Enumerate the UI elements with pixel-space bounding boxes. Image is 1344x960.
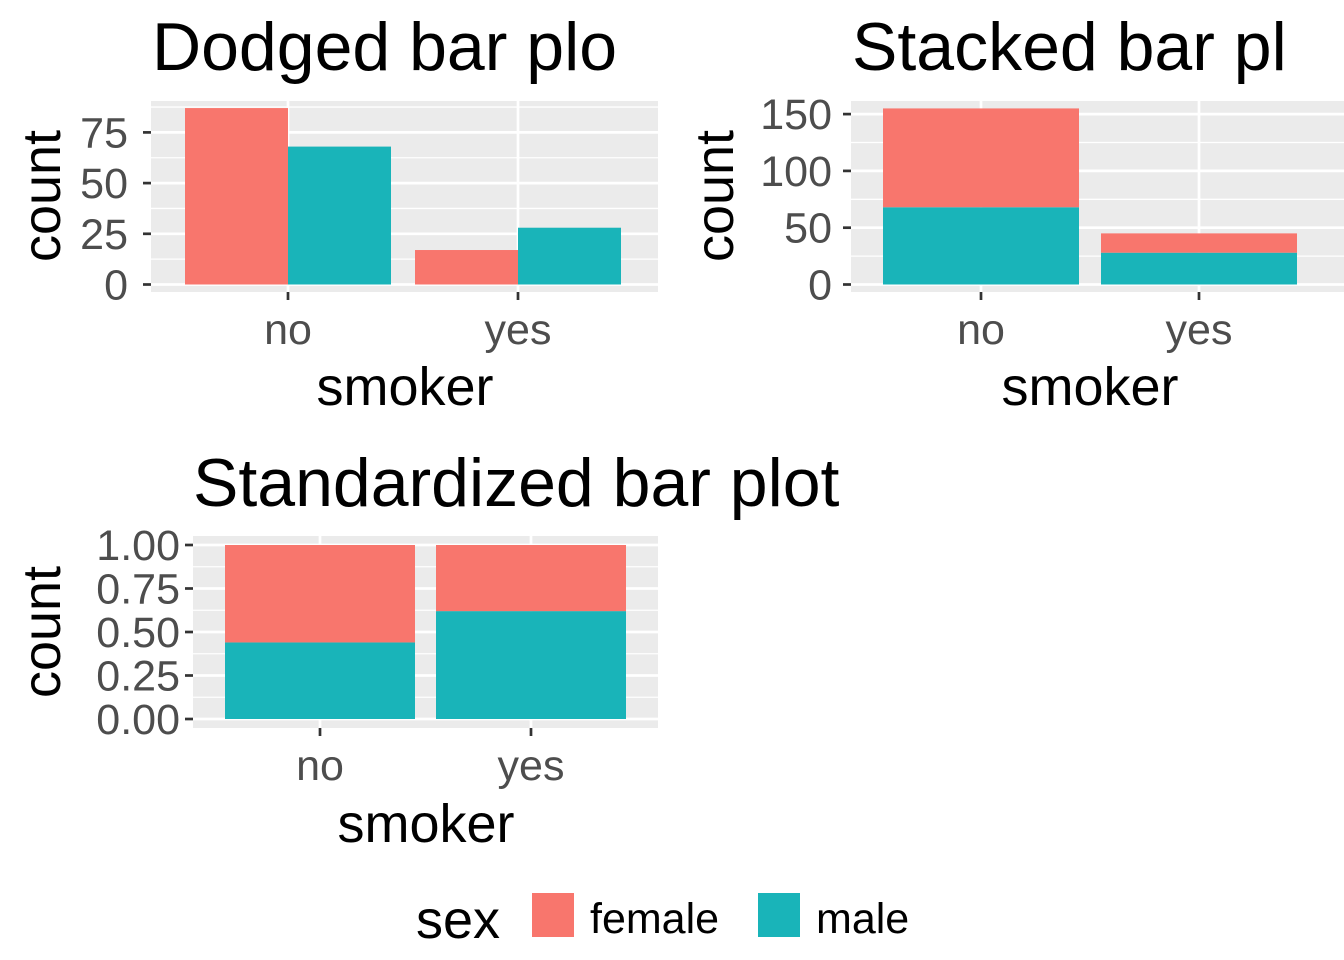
standardized-chart-title: Standardized bar plot [193, 445, 840, 521]
stacked-y-tick-label: 150 [760, 91, 832, 139]
dodged-bar-female-yes [415, 250, 518, 285]
standardized-x-axis-title: smoker [337, 794, 514, 854]
stacked-x-axis-title: smoker [1001, 357, 1178, 417]
stacked-bar-male-yes [1101, 252, 1297, 285]
dodged-x-tick-label: yes [485, 306, 552, 354]
stacked-axis-ticks: 0 50 100 150 no yes [760, 91, 1232, 354]
legend-label-male: male [816, 895, 909, 943]
standardized-x-tick-label: no [296, 742, 344, 790]
stacked-bars [883, 108, 1297, 285]
standardized-bar-male-yes [436, 611, 626, 719]
dodged-bar-female-no [185, 108, 288, 285]
dodged-x-axis-title: smoker [316, 357, 493, 417]
legend-key-male [756, 891, 802, 939]
stacked-x-tick-label: no [957, 306, 1005, 354]
standardized-bar-chart: 0.000.250.500.751.00 no yes Standardized b… [12, 445, 840, 854]
standardized-bar-male-no [225, 642, 415, 719]
stacked-y-axis-title: count [685, 130, 745, 262]
stacked-bar-female-no [883, 108, 1079, 208]
standardized-bars [225, 545, 626, 719]
dodged-y-axis-title: count [12, 130, 72, 262]
standardized-y-tick-label: 0.75 [96, 566, 180, 614]
stacked-bar-male-no [883, 207, 1079, 285]
dodged-x-tick-label: no [264, 306, 312, 354]
legend: sex female male [416, 890, 909, 950]
legend-label-female: female [590, 895, 719, 943]
standardized-y-tick-label: 0.25 [96, 653, 180, 701]
standardized-bar-female-no [225, 545, 415, 643]
standardized-bar-female-yes [436, 545, 626, 612]
dodged-y-tick-label: 0 [104, 262, 128, 310]
dodged-y-tick-label: 25 [80, 211, 128, 259]
stacked-bar-female-yes [1101, 233, 1297, 253]
dodged-bar-male-yes [518, 227, 621, 285]
dodged-bars [185, 108, 621, 285]
stacked-bar-chart: 0 50 100 150 no yes Stacked bar pl count smok… [685, 9, 1344, 417]
stacked-y-tick-label: 0 [808, 262, 832, 310]
stacked-chart-title: Stacked bar pl [852, 9, 1287, 85]
standardized-x-tick-label: yes [498, 742, 565, 790]
legend-key-female [530, 891, 576, 939]
standardized-y-tick-label: 0.00 [96, 696, 180, 744]
standardized-y-tick-label: 1.00 [96, 522, 180, 570]
standardized-y-axis-title: count [12, 566, 72, 698]
dodged-bar-male-no [288, 146, 391, 285]
legend-title: sex [416, 890, 500, 950]
standardized-y-tick-label: 0.50 [96, 609, 180, 657]
stacked-y-tick-label: 50 [784, 205, 832, 253]
stacked-x-tick-label: yes [1166, 306, 1233, 354]
dodged-y-tick-label: 75 [80, 109, 128, 157]
dodged-chart-title: Dodged bar plo [152, 9, 617, 85]
dodged-y-tick-label: 50 [80, 160, 128, 208]
stacked-y-tick-label: 100 [760, 148, 832, 196]
standardized-axis-ticks: 0.000.250.500.751.00 no yes [96, 522, 564, 790]
